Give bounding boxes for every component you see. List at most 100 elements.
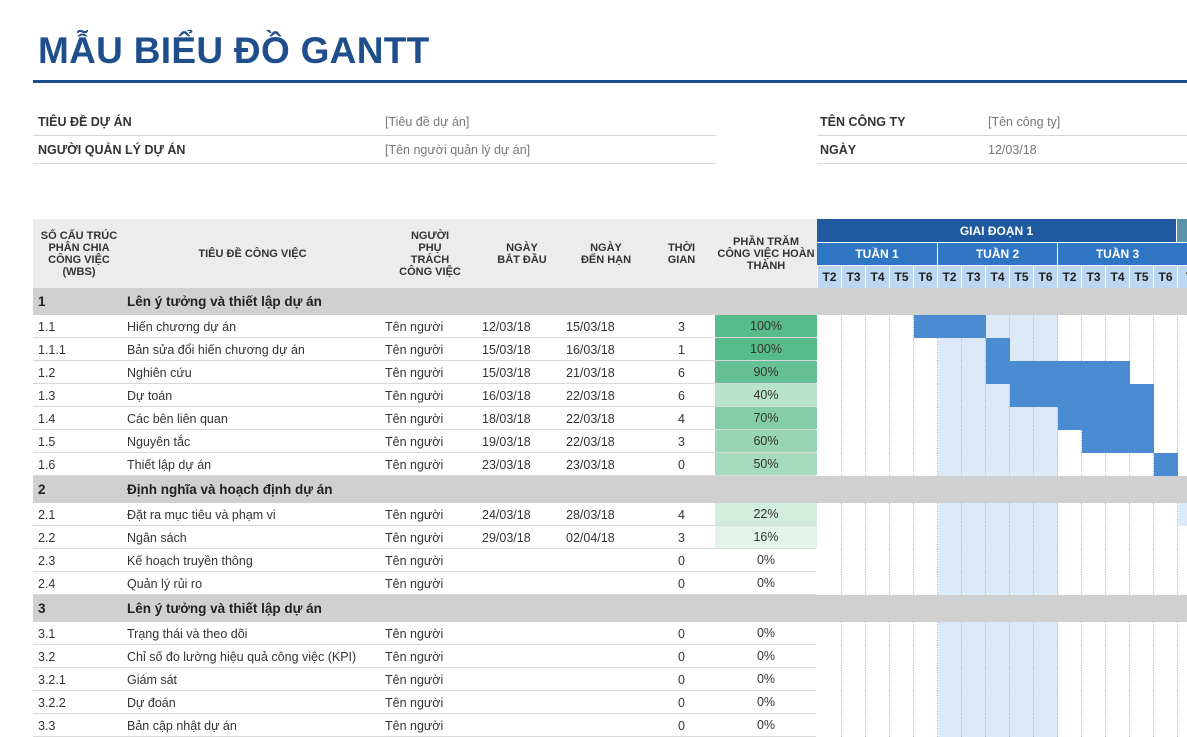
gantt-cell[interactable] [1082, 714, 1106, 737]
gantt-cell[interactable] [914, 503, 938, 526]
gantt-cell[interactable] [1058, 503, 1082, 526]
end-date[interactable]: 16/03/18 [566, 342, 615, 357]
percent-complete[interactable]: 16% [715, 526, 817, 548]
gantt-cell[interactable] [842, 338, 866, 361]
gantt-cell[interactable] [842, 668, 866, 691]
gantt-cell[interactable] [1034, 315, 1058, 338]
gantt-cell[interactable] [1034, 572, 1058, 595]
gantt-cell[interactable] [962, 691, 986, 714]
gantt-cell[interactable] [986, 407, 1010, 430]
start-date[interactable]: 16/03/18 [482, 388, 531, 403]
end-date[interactable]: 28/03/18 [566, 507, 615, 522]
gantt-cell[interactable] [938, 361, 962, 384]
gantt-cell[interactable] [1010, 691, 1034, 714]
gantt-cell[interactable] [962, 338, 986, 361]
task-title[interactable]: Chỉ số đo lường hiệu quả công việc (KPI) [127, 649, 357, 664]
task-title[interactable]: Kế hoạch truyền thông [127, 553, 253, 568]
gantt-cell[interactable] [842, 714, 866, 737]
gantt-cell[interactable] [1082, 526, 1106, 549]
gantt-cell[interactable] [1130, 714, 1154, 737]
gantt-cell[interactable] [842, 315, 866, 338]
gantt-cell[interactable] [890, 384, 914, 407]
gantt-cell[interactable] [842, 622, 866, 645]
gantt-cell[interactable] [938, 691, 962, 714]
end-date[interactable]: 15/03/18 [566, 319, 615, 334]
gantt-cell[interactable] [1058, 549, 1082, 572]
gantt-cell[interactable] [1154, 384, 1178, 407]
gantt-cell[interactable] [1106, 453, 1130, 476]
gantt-cell[interactable] [986, 572, 1010, 595]
gantt-cell[interactable] [1010, 572, 1034, 595]
gantt-cell[interactable] [842, 691, 866, 714]
gantt-cell[interactable] [914, 526, 938, 549]
gantt-cell[interactable] [866, 407, 890, 430]
gantt-cell[interactable] [1106, 315, 1130, 338]
percent-complete[interactable]: 0% [756, 695, 776, 709]
gantt-cell[interactable] [1130, 622, 1154, 645]
task-title[interactable]: Ngân sách [127, 530, 187, 545]
gantt-cell[interactable] [866, 622, 890, 645]
gantt-cell[interactable] [1130, 691, 1154, 714]
gantt-cell[interactable] [962, 384, 986, 407]
task-owner[interactable]: Tên người [385, 576, 444, 591]
task-title[interactable]: Đặt ra mục tiêu và phạm vi [127, 507, 276, 522]
start-date[interactable] [482, 645, 566, 668]
gantt-cell[interactable] [818, 572, 842, 595]
gantt-cell[interactable] [818, 549, 842, 572]
gantt-cell[interactable] [962, 361, 986, 384]
gantt-cell[interactable] [938, 645, 962, 668]
gantt-cell[interactable] [1058, 430, 1082, 453]
gantt-cell[interactable] [962, 503, 986, 526]
gantt-cell[interactable] [890, 361, 914, 384]
gantt-cell[interactable] [1010, 315, 1034, 338]
task-title[interactable]: Quản lý rủi ro [127, 576, 203, 591]
gantt-cell[interactable] [842, 407, 866, 430]
start-date[interactable] [482, 714, 566, 737]
percent-complete[interactable]: 22% [715, 503, 817, 525]
gantt-cell[interactable] [1058, 668, 1082, 691]
gantt-cell[interactable] [890, 572, 914, 595]
end-date[interactable] [566, 622, 650, 645]
gantt-cell[interactable] [890, 714, 914, 737]
task-title[interactable]: Dự toán [127, 388, 173, 403]
gantt-cell[interactable] [1034, 622, 1058, 645]
gantt-cell[interactable] [1130, 549, 1154, 572]
gantt-cell[interactable] [842, 526, 866, 549]
gantt-cell[interactable] [914, 668, 938, 691]
gantt-cell[interactable] [938, 384, 962, 407]
task-owner[interactable]: Tên người [385, 507, 444, 522]
gantt-cell[interactable] [1106, 645, 1130, 668]
gantt-cell[interactable] [1154, 549, 1178, 572]
gantt-bar[interactable] [986, 338, 1010, 361]
gantt-cell[interactable] [1058, 572, 1082, 595]
task-owner[interactable]: Tên người [385, 365, 444, 380]
gantt-cell[interactable] [1058, 691, 1082, 714]
start-date[interactable] [482, 668, 566, 691]
task-owner[interactable]: Tên người [385, 411, 444, 426]
gantt-cell[interactable] [962, 572, 986, 595]
gantt-cell[interactable] [818, 361, 842, 384]
end-date[interactable]: 22/03/18 [566, 434, 615, 449]
gantt-cell[interactable] [818, 453, 842, 476]
end-date[interactable]: 21/03/18 [566, 365, 615, 380]
gantt-cell[interactable] [1058, 315, 1082, 338]
gantt-cell[interactable] [890, 691, 914, 714]
end-date[interactable] [566, 691, 650, 714]
task-title[interactable]: Bản cập nhật dự án [127, 718, 237, 733]
start-date[interactable]: 15/03/18 [482, 365, 531, 380]
task-owner[interactable]: Tên người [385, 434, 444, 449]
gantt-cell[interactable] [986, 645, 1010, 668]
gantt-cell[interactable] [962, 526, 986, 549]
gantt-cell[interactable] [1010, 526, 1034, 549]
gantt-cell[interactable] [1010, 453, 1034, 476]
gantt-cell[interactable] [1130, 668, 1154, 691]
gantt-cell[interactable] [1130, 361, 1154, 384]
gantt-cell[interactable] [866, 361, 890, 384]
gantt-bar[interactable] [914, 315, 986, 338]
start-date[interactable]: 24/03/18 [482, 507, 531, 522]
end-date[interactable] [566, 714, 650, 737]
gantt-cell[interactable] [1154, 714, 1178, 737]
gantt-cell[interactable] [1010, 668, 1034, 691]
percent-complete[interactable]: 0% [756, 649, 776, 663]
task-title[interactable]: Bản sửa đổi hiến chương dự án [127, 342, 305, 357]
